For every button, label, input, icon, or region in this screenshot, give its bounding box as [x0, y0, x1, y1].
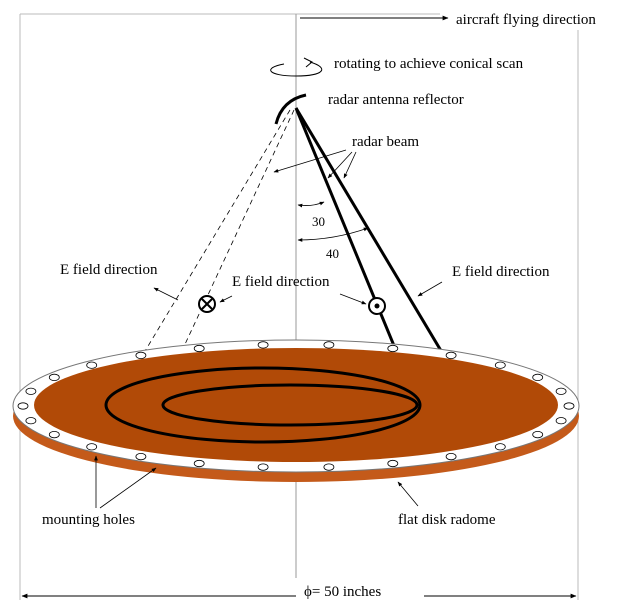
mounting-hole [555, 417, 567, 425]
diameter-label-bg [296, 582, 424, 602]
efield-center-label: E field direction [232, 274, 330, 290]
efield-center-arrow-left [219, 295, 233, 303]
efield-left-arrow [153, 287, 179, 301]
mounting-hole [25, 417, 37, 425]
mounting-holes-label: mounting holes [42, 512, 135, 528]
mounting-hole [563, 402, 575, 410]
mounting-hole [48, 373, 60, 381]
efield-left-label: E field direction [60, 262, 158, 278]
field-out-of-page-icon [368, 297, 386, 315]
mounting-hole [193, 344, 205, 353]
angle-30-label: 30 [312, 214, 325, 229]
mounting-hole [555, 387, 567, 395]
radome-disk [34, 348, 558, 462]
mounting-hole [387, 459, 399, 468]
mounting-hole [445, 351, 457, 359]
efield-right-label: E field direction [452, 264, 550, 280]
field-into-page-icon [198, 295, 216, 313]
aircraft-direction-label: aircraft flying direction [456, 12, 596, 28]
antenna-reflector [274, 93, 307, 125]
mounting-hole [17, 402, 29, 410]
beam-pointer-left [273, 149, 347, 173]
beam-pointer-mid [327, 151, 353, 179]
diameter-label: ϕ= 50 inches [304, 584, 381, 600]
mounting-hole [86, 361, 98, 369]
mounting-hole [532, 430, 544, 439]
mounting-hole [257, 341, 269, 349]
beam-pointer-right [343, 151, 357, 179]
angle-arc-30 [297, 201, 325, 208]
angle-40-label: 40 [326, 246, 339, 261]
mounting-hole [135, 351, 147, 359]
rotation-icon [270, 61, 323, 77]
mounting-hole [48, 430, 60, 439]
holes-pointer-right [99, 467, 157, 509]
mounting-hole [323, 341, 335, 349]
mounting-hole [257, 463, 269, 471]
efield-right-arrow [417, 281, 443, 297]
antenna-label: radar antenna reflector [328, 92, 464, 108]
mounting-hole [494, 361, 506, 369]
dashed-cone-left-outer [117, 109, 291, 397]
rotation-arrowhead-icon [303, 57, 313, 68]
scan-ring-outer [104, 366, 422, 444]
mounting-hole [25, 387, 37, 395]
scan-ring-inner [161, 383, 419, 427]
mounting-hole [193, 459, 205, 468]
angle-arc-40 [297, 227, 369, 242]
radome-label: flat disk radome [398, 512, 496, 528]
efield-center-arrow-right [339, 293, 367, 305]
radome-pointer [397, 481, 419, 507]
mounting-hole [323, 463, 335, 471]
mounting-hole [86, 443, 98, 451]
mounting-hole [532, 373, 544, 381]
rotating-label: rotating to achieve conical scan [334, 56, 524, 72]
radar-beam-label: radar beam [352, 134, 419, 150]
mounting-hole [135, 452, 147, 461]
mounting-hole [387, 344, 399, 353]
mounting-hole [494, 443, 506, 451]
mounting-hole [445, 452, 457, 461]
mounting-holes-group [17, 341, 575, 471]
